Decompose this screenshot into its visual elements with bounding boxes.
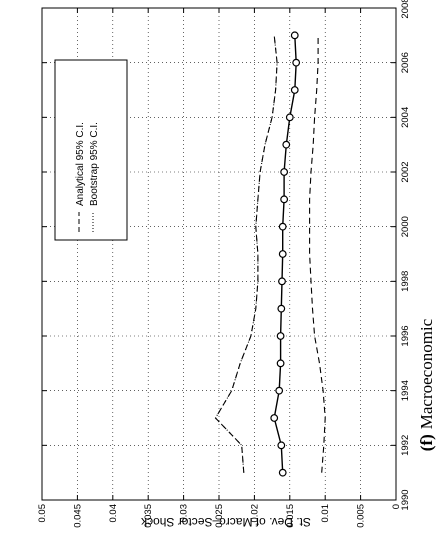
x-tick-label: 1998 <box>400 271 411 292</box>
x-tick-label: 2004 <box>400 107 411 128</box>
x-tick-label: 2000 <box>400 216 411 237</box>
grid <box>42 8 396 500</box>
y-tick-label: 0.045 <box>72 504 83 528</box>
data-point <box>277 304 286 313</box>
data-point <box>292 58 301 67</box>
y-tick-label: 0.01 <box>320 504 331 523</box>
y-tick-label: 0.025 <box>214 504 225 528</box>
data-point <box>290 31 299 40</box>
x-tick-label: 2008 <box>400 0 411 19</box>
data-point <box>285 113 294 122</box>
x-tick-label: 2002 <box>400 161 411 182</box>
data-point <box>275 386 284 395</box>
y-tick-label: 0.05 <box>37 504 48 523</box>
data-point <box>276 332 285 340</box>
y-tick-label: 0.035 <box>143 504 154 528</box>
data-point <box>280 168 289 176</box>
x-tick-label: 1996 <box>400 325 411 346</box>
data-point <box>270 414 279 422</box>
data-point <box>278 250 287 258</box>
data-point <box>282 140 291 149</box>
data-point <box>280 195 289 204</box>
x-tick-label: 2006 <box>400 52 411 73</box>
legend-label-analytical: Analytical 95% C.I. <box>75 122 86 206</box>
y-axis-label: St. Dev. of Macro–Sector Shock <box>140 515 311 529</box>
data-point <box>278 277 286 286</box>
data-point <box>290 86 299 94</box>
x-tick-label: 1992 <box>400 435 411 456</box>
caption-marker: (f) <box>417 434 436 451</box>
legend-box <box>54 59 128 241</box>
caption: (f) Macroeconomic <box>417 318 436 451</box>
y-tick-label: 0.03 <box>179 504 190 523</box>
data-point <box>278 468 287 477</box>
ticks: 1990 1992 1994 1996 1998 2000 2002 2004 2006 2008… <box>37 0 411 528</box>
data-point <box>278 222 287 231</box>
y-tick-label: 0.02 <box>249 504 260 523</box>
series-line-3 <box>309 35 326 473</box>
y-tick-label: 0.015 <box>285 504 296 528</box>
series-line-1 <box>214 35 278 473</box>
series <box>214 31 326 477</box>
legend: Analytical 95% C.I. Bootstrap 95% C.I. <box>54 59 128 241</box>
y-tick-label: 0 <box>391 504 402 509</box>
data-point <box>276 359 285 368</box>
x-tick-label: 1994 <box>400 380 411 401</box>
data-point <box>277 441 286 450</box>
legend-label-bootstrap: Bootstrap 95% C.I. <box>89 122 100 206</box>
caption-text: Macroeconomic <box>417 318 436 429</box>
y-tick-label: 0.04 <box>108 504 119 523</box>
y-tick-label: 0.005 <box>356 504 367 528</box>
x-tick-label: 1990 <box>400 489 411 510</box>
series-line-2 <box>214 35 278 473</box>
